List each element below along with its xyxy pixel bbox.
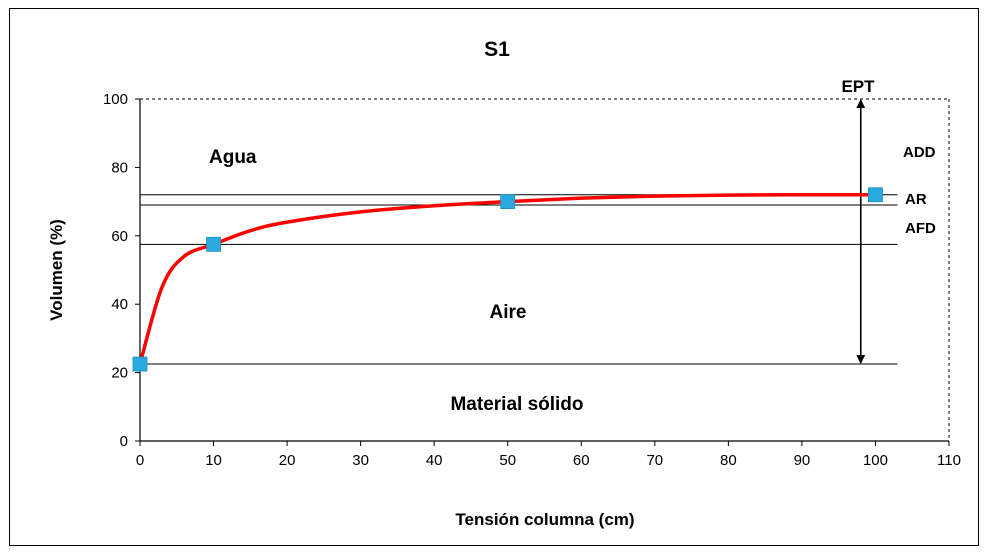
x-tick-label: 80 xyxy=(720,452,737,469)
x-tick-label: 110 xyxy=(937,452,961,469)
x-tick-label: 0 xyxy=(136,452,144,469)
axes xyxy=(135,98,950,446)
x-axis-title: Tensión columna (cm) xyxy=(455,510,634,529)
series-group xyxy=(132,187,883,372)
annotation-add: ADD xyxy=(903,144,936,161)
annotation-aire: Aire xyxy=(490,302,527,323)
x-tick-label: 70 xyxy=(646,452,663,469)
x-tick-label: 90 xyxy=(794,452,811,469)
x-tick-label: 30 xyxy=(352,452,369,469)
x-tick-label: 50 xyxy=(499,452,516,469)
annotation-afd: AFD xyxy=(905,220,936,237)
data-point xyxy=(206,236,221,252)
x-tick-label: 40 xyxy=(426,452,443,469)
chart-title: S1 xyxy=(484,38,510,61)
y-tick-label: 60 xyxy=(111,228,128,245)
x-tick-label: 10 xyxy=(205,452,222,469)
series-line xyxy=(138,192,878,366)
x-tick-label: 20 xyxy=(279,452,296,469)
annotation-agua: Agua xyxy=(209,147,257,168)
tick-labels: 0 20 40 60 80 100 0 10 20 30 40 50 60 70 80 90 100 110 xyxy=(103,91,961,469)
x-tick-label: 100 xyxy=(863,452,888,469)
annotation-material-solido: Material sólido xyxy=(450,394,583,415)
annotation-ar: AR xyxy=(905,191,927,208)
data-point xyxy=(132,356,148,372)
y-axis-title: Volumen (%) xyxy=(47,219,66,321)
y-tick-label: 80 xyxy=(111,159,128,176)
annotation-ept: EPT xyxy=(841,77,875,96)
chart-frame xyxy=(9,8,979,546)
y-tick-label: 20 xyxy=(111,365,128,382)
y-tick-label: 40 xyxy=(111,296,128,313)
data-point xyxy=(500,194,516,210)
reference-lines xyxy=(140,194,898,365)
x-tick-label: 60 xyxy=(573,452,590,469)
y-tick-label: 0 xyxy=(120,433,128,450)
data-point xyxy=(868,187,883,203)
y-tick-label: 100 xyxy=(103,91,128,108)
